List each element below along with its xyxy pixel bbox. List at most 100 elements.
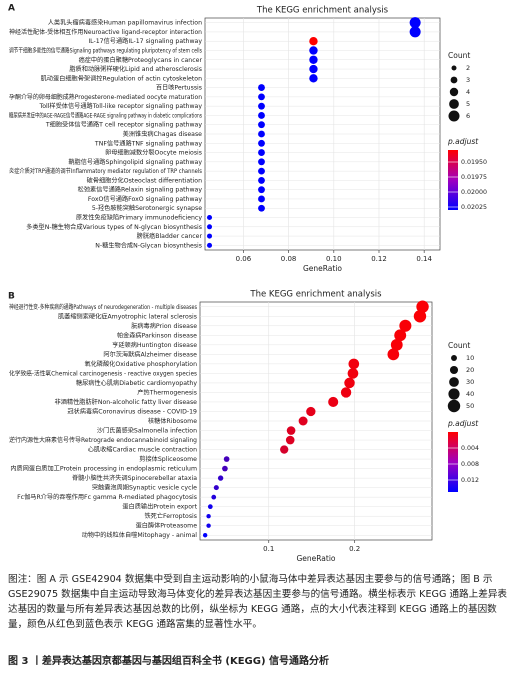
y-tick-label: 多类型N-糖生物合成Various types of N-glycan bios… xyxy=(26,223,202,231)
size-legend-title: Count xyxy=(448,341,470,350)
y-tick-label: 化学致癌-活性氧Chemical carcinogenesis - reacti… xyxy=(9,369,197,377)
dot xyxy=(347,368,359,379)
size-legend-label: 10 xyxy=(466,354,474,362)
dot xyxy=(309,55,318,64)
dot xyxy=(207,215,213,221)
y-tick-label: 心肌收缩Cardiac muscle contraction xyxy=(88,446,197,454)
dot xyxy=(328,396,339,407)
y-tick-label: 松弛素信号通路Relaxin signaling pathway xyxy=(78,186,203,194)
dot xyxy=(217,475,224,481)
y-tick-label: TNF信号通路TNF signaling pathway xyxy=(94,139,202,147)
panel-label: A xyxy=(8,4,15,14)
y-tick-label: 核糖体Ribosome xyxy=(148,417,197,425)
dot xyxy=(348,358,360,370)
y-tick-label: 内质网蛋白质加工Protein processing in endoplasmi… xyxy=(10,465,197,473)
chart-title: The KEGG enrichment analysis xyxy=(256,6,389,16)
dot xyxy=(309,46,318,55)
size-legend-label: 3 xyxy=(466,76,470,84)
x-tick-label: 0.08 xyxy=(281,255,297,263)
y-tick-label: 癌症中的蛋白聚糖Proteoglycans in cancer xyxy=(79,56,203,64)
y-tick-label: 产热Thermogenesis xyxy=(137,388,197,396)
y-tick-label: 剪接体Spliceosome xyxy=(139,455,197,463)
size-legend-label: 5 xyxy=(466,100,470,108)
size-legend-label: 40 xyxy=(466,390,474,398)
y-tick-label: 逆行内源性大麻素信号传导Retrograde endocannabinoid s… xyxy=(9,436,197,444)
dot xyxy=(258,121,265,129)
dot xyxy=(223,456,230,462)
size-legend-dot xyxy=(449,87,459,97)
colorbar-tick-label: 0.02000 xyxy=(461,189,487,196)
dot xyxy=(258,102,265,110)
size-legend-label: 50 xyxy=(466,402,474,410)
y-tick-label: 糖尿病性心肌病Diabetic cardiomyopathy xyxy=(76,379,197,387)
y-tick-label: 人类乳头瘤病毒感染Human papillomavirus infection xyxy=(48,19,202,27)
size-legend-dot xyxy=(450,76,458,84)
colorbar-tick-label: 0.02025 xyxy=(461,204,487,211)
dot xyxy=(258,149,265,156)
y-tick-label: 孕酮介导的卵母细胞成熟Progesterone-mediated oocyte … xyxy=(9,93,202,101)
y-tick-label: FoxO信号通路FoxO signaling pathway xyxy=(88,195,202,203)
y-tick-label: 氧化磷酸化Oxidative phosphorylation xyxy=(84,360,197,368)
x-axis-label: GeneRatio xyxy=(303,264,342,273)
dot xyxy=(413,310,427,323)
y-tick-label: 破骨细胞分化Osteoclast differentiation xyxy=(87,176,202,184)
color-legend-title: p.adjust xyxy=(447,419,479,428)
y-tick-label: 阿尔茨海默病Alzheimer disease xyxy=(103,350,197,358)
size-legend-label: 4 xyxy=(466,88,470,96)
size-legend-dot xyxy=(451,65,457,71)
dot xyxy=(206,523,211,528)
caption: 图注：图 A 示 GSE42904 数据集中受到自主运动影响的小鼠海马体中差异表… xyxy=(8,574,508,630)
size-legend-title: Count xyxy=(448,51,470,60)
size-legend-dot xyxy=(449,365,459,375)
dot xyxy=(258,195,265,203)
y-tick-label: 脂质和动脉粥样硬化Lipid and atherosclerosis xyxy=(69,65,202,73)
y-tick-label: 调节干细胞多能性的信号通路Signaling pathways regulati… xyxy=(9,46,202,54)
y-tick-label: 亨廷顿病Huntington disease xyxy=(112,341,197,349)
x-tick-label: 0.1 xyxy=(263,545,274,553)
color-legend-title: p.adjust xyxy=(447,137,479,146)
dot xyxy=(207,504,213,510)
dot xyxy=(285,435,295,445)
y-tick-label: Fc伽马R介导的吞噬作用Fc gamma R-mediated phagocyt… xyxy=(17,493,197,501)
size-legend-dot xyxy=(447,399,461,413)
size-legend-dot xyxy=(449,377,459,387)
dot xyxy=(211,494,217,500)
y-tick-label: IL-17信号通路IL-17 signaling pathway xyxy=(88,37,202,45)
y-tick-label: 突触囊泡周期Synaptic vesicle cycle xyxy=(92,484,197,492)
dot xyxy=(258,139,265,147)
y-tick-label: 肌萎缩侧索硬化症Amyotrophic lateral sclerosis xyxy=(58,312,197,320)
colorbar-tick-label: 0.012 xyxy=(461,477,479,484)
x-tick-label: 0.14 xyxy=(416,255,432,263)
size-legend-dot xyxy=(451,355,457,361)
y-tick-label: 卵母细胞减数分裂Oocyte meiosis xyxy=(105,149,202,157)
y-tick-label: 朊病毒病Prion disease xyxy=(131,322,197,330)
dot xyxy=(298,416,308,426)
size-legend-label: 20 xyxy=(466,366,474,374)
colorbar-tick-label: 0.008 xyxy=(461,461,479,468)
dot xyxy=(207,224,213,230)
dot xyxy=(306,406,316,417)
size-legend-label: 30 xyxy=(466,378,474,386)
y-tick-label: T细胞受体信号通路T cell receptor signaling pathw… xyxy=(45,121,202,129)
panel-label: B xyxy=(8,292,15,302)
dot xyxy=(309,37,318,46)
colorbar-tick-label: 0.01950 xyxy=(461,159,487,166)
y-tick-label: 帕金森病Parkinson disease xyxy=(117,331,197,339)
figure: A The KEGG enrichment analysis 人类乳头瘤病毒感染Hu… xyxy=(8,4,487,564)
y-tick-label: 非酒精性脂肪肝Non-alcoholic fatty liver disease xyxy=(55,398,198,406)
y-tick-label: 美洲锥虫病Chagas disease xyxy=(123,130,203,138)
dot xyxy=(416,300,429,313)
y-tick-label: 神经活性配体-受体相互作用Neuroactive ligand-receptor… xyxy=(9,28,202,36)
dot xyxy=(409,26,421,38)
x-axis-label: GeneRatio xyxy=(296,554,335,563)
x-tick-label: 0.06 xyxy=(236,255,252,263)
y-tick-label: 沙门氏菌感染Salmonella infection xyxy=(97,427,197,435)
dot xyxy=(340,387,352,398)
dot xyxy=(399,319,412,332)
colorbar xyxy=(448,150,458,210)
y-tick-label: N-糖生物合成N-Glycan biosynthesis xyxy=(95,241,202,249)
x-tick-label: 0.10 xyxy=(326,255,342,263)
dot xyxy=(258,112,265,119)
dot xyxy=(309,64,318,74)
